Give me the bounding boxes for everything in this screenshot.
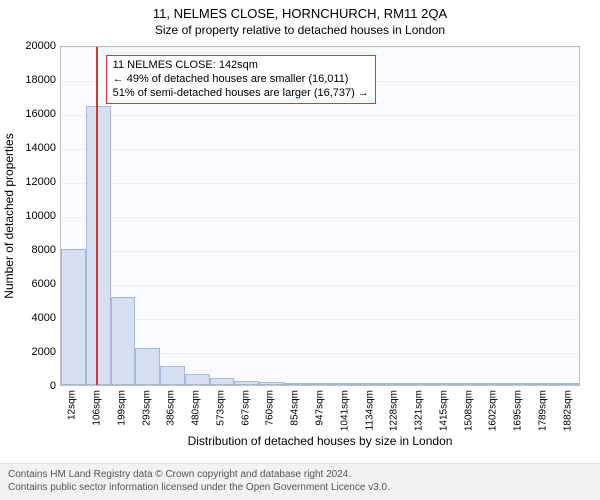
histogram-bar	[333, 383, 358, 385]
gridline	[61, 149, 579, 150]
histogram-bar	[507, 383, 532, 385]
histogram-bar	[309, 383, 334, 385]
y-tick-label: 6000	[6, 278, 56, 290]
x-tick-label: 854sqm	[290, 390, 301, 426]
x-tick-label: 1882sqm	[562, 390, 573, 431]
property-marker-line	[96, 47, 98, 385]
y-tick-label: 16000	[6, 108, 56, 120]
gridline	[61, 319, 579, 320]
x-tick-label: 1789sqm	[537, 390, 548, 431]
x-tick-label: 480sqm	[191, 390, 202, 426]
y-tick-label: 20000	[6, 40, 56, 52]
histogram-bar	[259, 382, 284, 385]
y-tick-label: 4000	[6, 312, 56, 324]
callout-line-1: 11 NELMES CLOSE: 142sqm	[113, 59, 369, 73]
footer-line-1: Contains HM Land Registry data © Crown c…	[8, 468, 592, 481]
histogram-bar	[408, 383, 433, 385]
title-sub: Size of property relative to detached ho…	[0, 21, 600, 37]
x-tick-label: 1228sqm	[389, 390, 400, 431]
x-tick-label: 293sqm	[141, 390, 152, 426]
callout-line-2: ← 49% of detached houses are smaller (16…	[113, 73, 369, 87]
footer-attribution: Contains HM Land Registry data © Crown c…	[0, 463, 600, 500]
histogram-bar	[61, 249, 86, 385]
gridline	[61, 217, 579, 218]
x-tick-label: 760sqm	[265, 390, 276, 426]
callout-line-3: 51% of semi-detached houses are larger (…	[113, 87, 369, 101]
histogram-bar	[531, 383, 556, 385]
x-tick-label: 1508sqm	[463, 390, 474, 431]
histogram-bar	[358, 383, 383, 385]
histogram-bar	[284, 383, 309, 385]
property-callout: 11 NELMES CLOSE: 142sqm← 49% of detached…	[106, 55, 376, 104]
histogram-bar	[457, 383, 482, 385]
x-axis-label: Distribution of detached houses by size …	[60, 434, 580, 448]
y-tick-label: 10000	[6, 210, 56, 222]
x-tick-label: 1602sqm	[488, 390, 499, 431]
chart-area: Number of detached properties 11 NELMES …	[60, 46, 580, 386]
gridline	[61, 251, 579, 252]
y-tick-label: 2000	[6, 346, 56, 358]
title-main: 11, NELMES CLOSE, HORNCHURCH, RM11 2QA	[0, 0, 600, 21]
gridline	[61, 183, 579, 184]
x-tick-label: 12sqm	[67, 390, 78, 420]
histogram-bar	[482, 383, 507, 385]
x-tick-label: 667sqm	[240, 390, 251, 426]
chart-container: 11, NELMES CLOSE, HORNCHURCH, RM11 2QA S…	[0, 0, 600, 500]
histogram-bar	[210, 378, 235, 385]
x-tick-label: 1415sqm	[438, 390, 449, 431]
plot-area: 11 NELMES CLOSE: 142sqm← 49% of detached…	[60, 46, 580, 386]
y-tick-label: 18000	[6, 74, 56, 86]
x-tick-label: 947sqm	[315, 390, 326, 426]
x-tick-label: 573sqm	[215, 390, 226, 426]
x-tick-label: 1321sqm	[414, 390, 425, 431]
gridline	[61, 47, 579, 48]
y-tick-label: 12000	[6, 176, 56, 188]
x-tick-label: 199sqm	[116, 390, 127, 426]
gridline	[61, 285, 579, 286]
x-tick-label: 106sqm	[92, 390, 103, 426]
gridline	[61, 115, 579, 116]
x-tick-label: 386sqm	[166, 390, 177, 426]
histogram-bar	[185, 374, 210, 385]
y-tick-label: 0	[6, 380, 56, 392]
histogram-bar	[556, 383, 580, 385]
histogram-bar	[383, 383, 408, 385]
histogram-bar	[160, 366, 185, 385]
footer-line-2: Contains public sector information licen…	[8, 481, 592, 494]
y-tick-label: 14000	[6, 142, 56, 154]
histogram-bar	[234, 381, 259, 385]
x-tick-label: 1695sqm	[513, 390, 524, 431]
histogram-bar	[86, 106, 111, 385]
histogram-bar	[111, 297, 136, 385]
x-tick-label: 1041sqm	[339, 390, 350, 431]
x-tick-label: 1134sqm	[364, 390, 375, 430]
histogram-bar	[135, 348, 160, 385]
y-tick-label: 8000	[6, 244, 56, 256]
histogram-bar	[432, 383, 457, 385]
